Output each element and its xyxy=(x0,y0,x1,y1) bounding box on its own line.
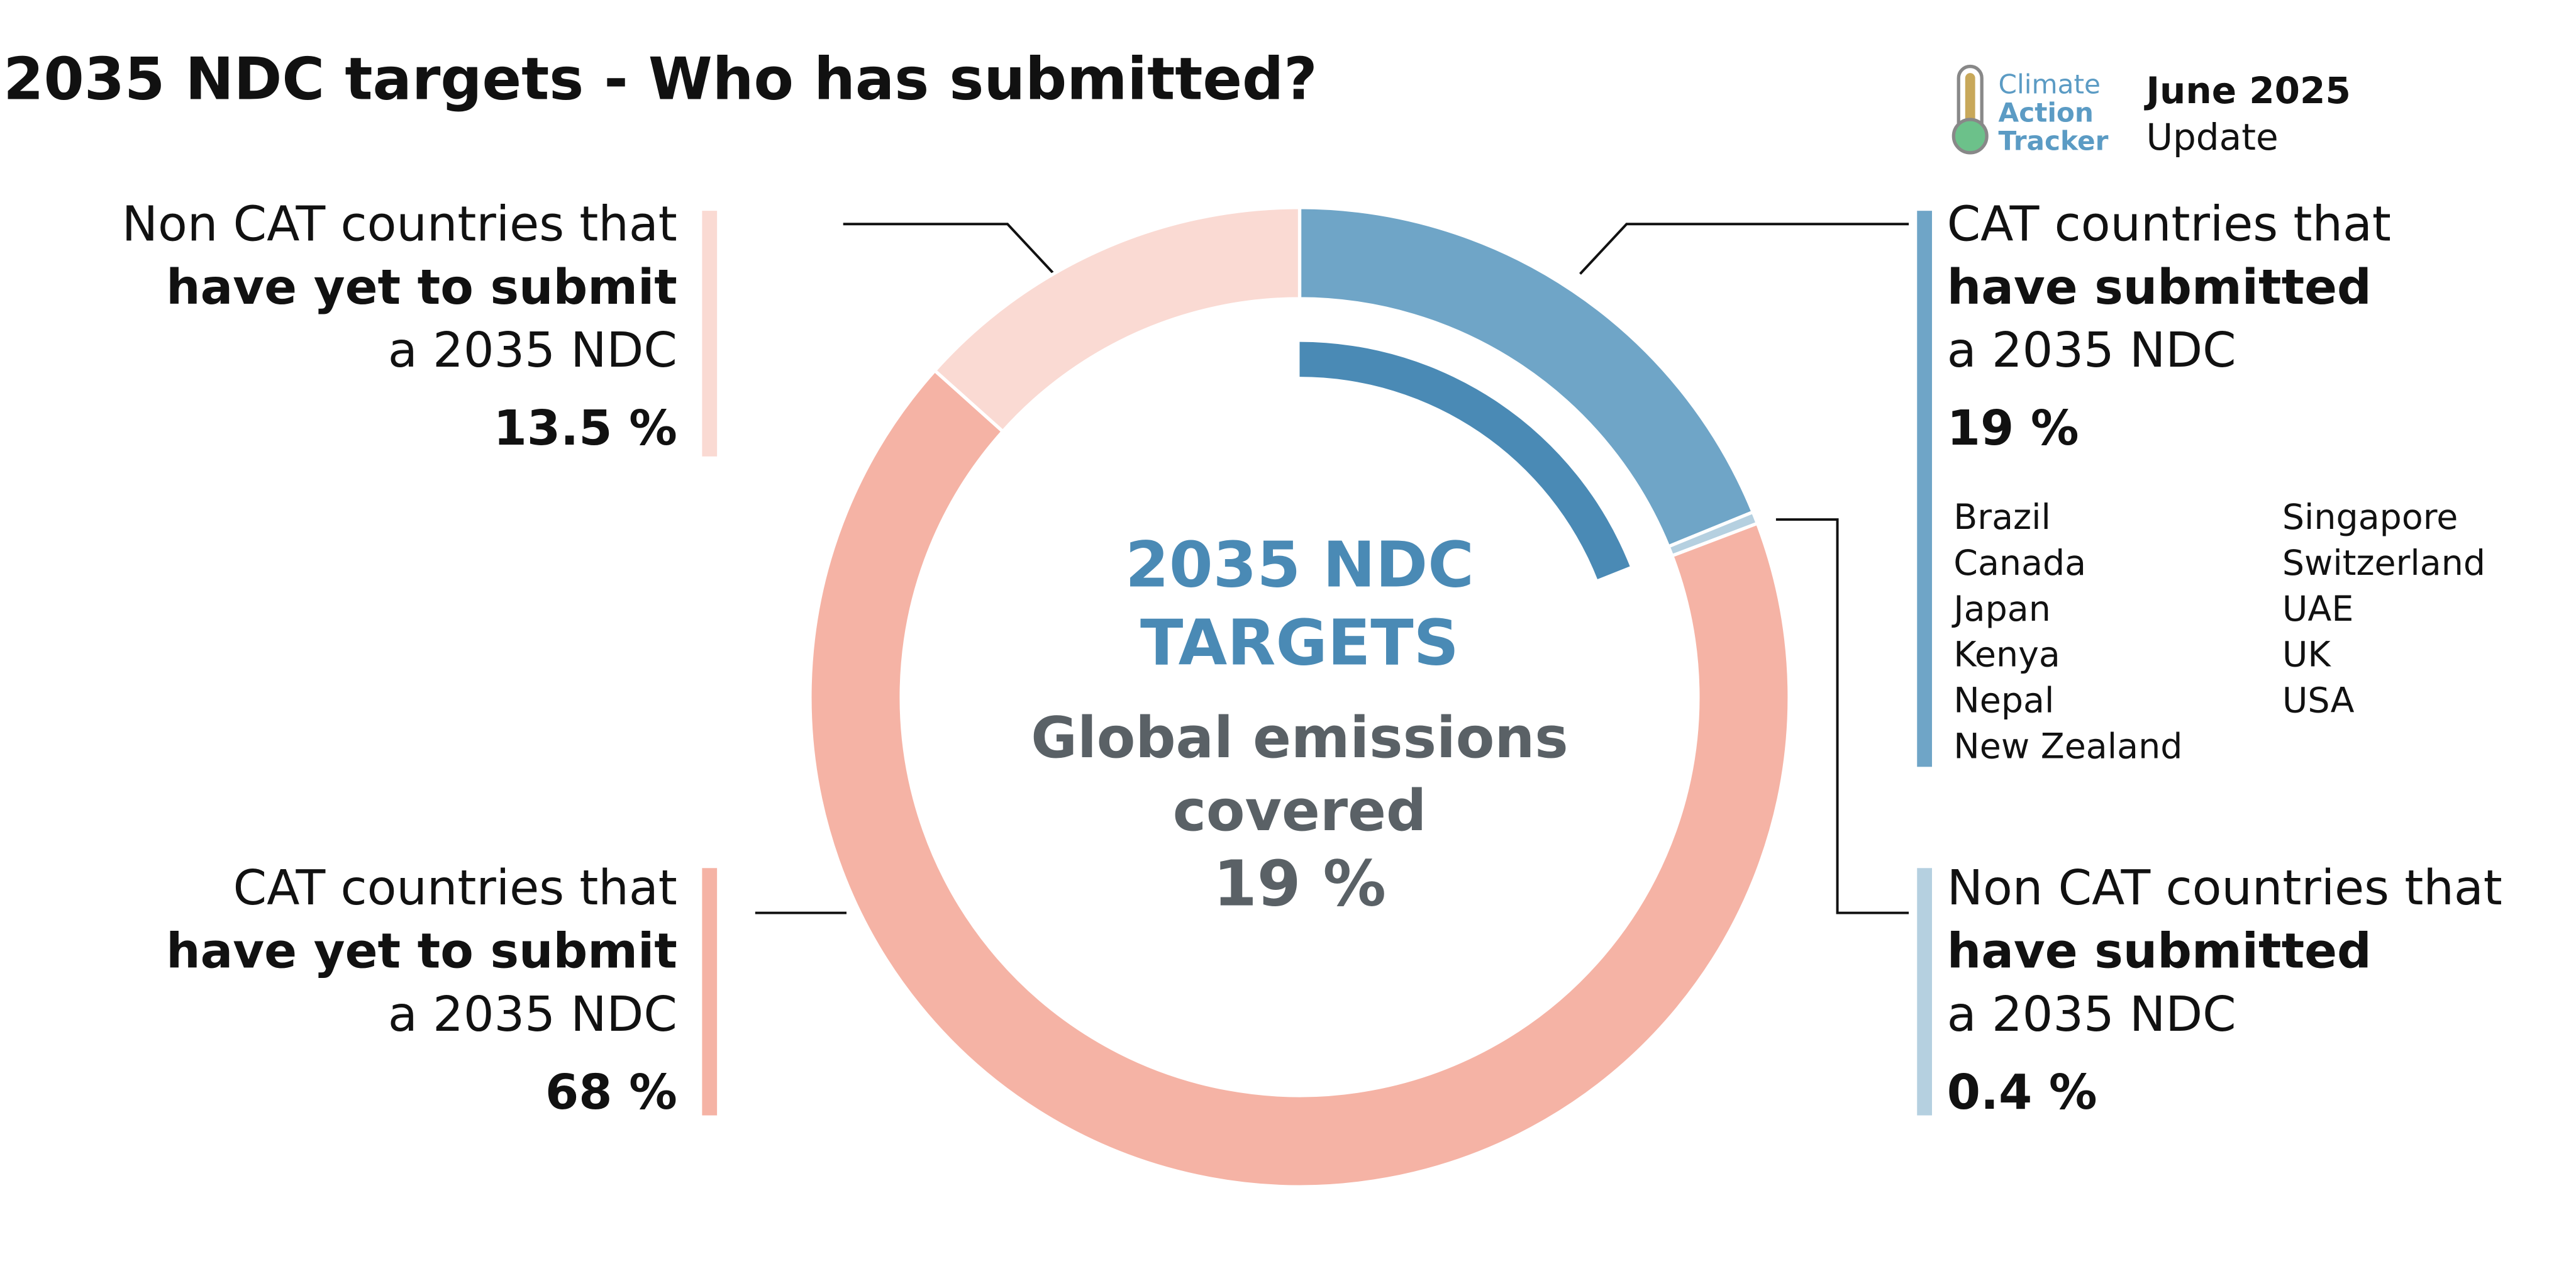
country: Brazil xyxy=(1953,497,2051,538)
donut-segment xyxy=(932,206,1302,434)
segment-label: a 2035 NDC xyxy=(388,987,677,1043)
logo-icon xyxy=(1951,64,1989,155)
country: Kenya xyxy=(1953,635,2060,675)
center-title: 2035 NDC xyxy=(1125,528,1474,602)
segment-label: have submitted xyxy=(1947,924,2372,980)
country: UAE xyxy=(2282,589,2353,630)
country: Nepal xyxy=(1953,681,2054,721)
update-date: June 2025 xyxy=(2143,69,2350,112)
label-bar xyxy=(1917,868,1932,1116)
country: New Zealand xyxy=(1953,726,2182,767)
segment-label: Non CAT countries that xyxy=(122,197,677,253)
center-value: 19 % xyxy=(1213,847,1386,920)
segment-label: a 2035 NDC xyxy=(388,323,677,379)
value-label: 68 % xyxy=(545,1065,677,1121)
value-label: 19 % xyxy=(1947,401,2079,457)
title: 2035 NDC targets - Who has submitted? xyxy=(3,45,1317,113)
center-title: TARGETS xyxy=(1140,606,1459,680)
center-subtitle: Global emissions xyxy=(1031,706,1568,771)
value-label: 0.4 % xyxy=(1947,1065,2097,1121)
center-subtitle: covered xyxy=(1173,779,1426,844)
country: Singapore xyxy=(2282,497,2458,538)
value-label: 13.5 % xyxy=(494,401,677,457)
label-bar xyxy=(702,868,718,1116)
logo-text: Tracker xyxy=(1999,125,2109,156)
segment-label: have yet to submit xyxy=(166,924,677,980)
donut-segment xyxy=(808,368,1791,1189)
segment-label: Non CAT countries that xyxy=(1947,860,2502,916)
update-text: Update xyxy=(2146,116,2278,158)
segment-label: CAT countries that xyxy=(1947,197,2391,253)
country: UK xyxy=(2282,635,2332,675)
logo-text: Climate xyxy=(1999,69,2101,100)
segment-label: a 2035 NDC xyxy=(1947,323,2236,379)
logo-text: Action xyxy=(1999,97,2094,128)
country: USA xyxy=(2282,681,2355,721)
segment-label: a 2035 NDC xyxy=(1947,987,2236,1043)
leader-line xyxy=(1775,518,1909,914)
label-bar xyxy=(1917,211,1932,767)
segment-label: have submitted xyxy=(1947,260,2372,316)
segment-label: CAT countries that xyxy=(233,860,677,916)
country: Switzerland xyxy=(2282,543,2485,584)
country: Japan xyxy=(1951,589,2051,630)
segment-label: have yet to submit xyxy=(166,260,677,316)
coverage-arc xyxy=(1299,341,1630,579)
leader-line xyxy=(1579,223,1909,275)
leader-line xyxy=(843,223,1055,275)
country: Canada xyxy=(1953,543,2086,584)
label-bar xyxy=(702,211,718,457)
